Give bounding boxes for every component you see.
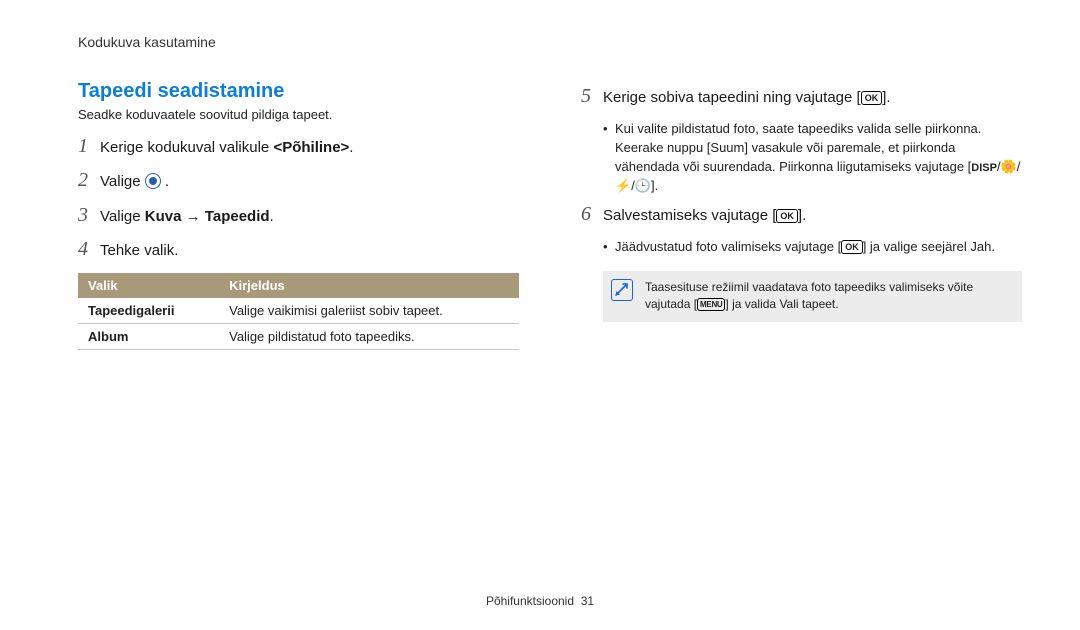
step: 2Valige .	[78, 170, 519, 192]
table-cell: Valige vaikimisi galeriist sobiv tapeet.	[219, 298, 519, 324]
step-number: 6	[581, 204, 603, 224]
content-columns: Tapeedi seadistamine Seadke koduvaatele …	[78, 80, 1022, 350]
table-row: TapeedigaleriiValige vaikimisi galeriist…	[78, 298, 519, 324]
footer-page: 31	[581, 594, 594, 608]
left-column: Tapeedi seadistamine Seadke koduvaatele …	[78, 80, 519, 350]
note-box: Taasesituse režiimil vaadatava foto tape…	[603, 271, 1022, 322]
bullet-line: •Kui valite pildistatud foto, saate tape…	[603, 120, 1022, 195]
note-text: Taasesituse režiimil vaadatava foto tape…	[645, 279, 1010, 314]
timer-icon: 🕒	[635, 178, 651, 193]
step: 1Kerige kodukuval valikule <Põhiline>.	[78, 136, 519, 158]
running-header: Kodukuva kasutamine	[78, 34, 1022, 50]
right-column: 5Kerige sobiva tapeedini ning vajutage […	[581, 80, 1022, 350]
page-footer: Põhifunktsioonid 31	[0, 594, 1080, 608]
bullet-text: Jäädvustatud foto valimiseks vajutage [O…	[615, 238, 995, 257]
step: 5Kerige sobiva tapeedini ning vajutage […	[581, 86, 1022, 108]
macro-icon: 🌼	[1001, 159, 1017, 174]
table-header: Kirjeldus	[219, 273, 519, 298]
step-number: 5	[581, 86, 603, 106]
step-text: Salvestamiseks vajutage [OK].	[603, 206, 1022, 226]
bullet-block: •Jäädvustatud foto valimiseks vajutage […	[603, 238, 1022, 257]
disp-icon: DISP	[971, 161, 997, 177]
table-cell: Valige pildistatud foto tapeediks.	[219, 324, 519, 350]
table-cell: Tapeedigalerii	[78, 298, 219, 324]
bullet-text: Kui valite pildistatud foto, saate tapee…	[615, 120, 1022, 195]
step-text: Valige .	[100, 172, 519, 192]
step-text: Valige Kuva → Tapeedid.	[100, 207, 519, 227]
options-table: ValikKirjeldus TapeedigaleriiValige vaik…	[78, 273, 519, 350]
table-header: Valik	[78, 273, 219, 298]
bullet-block: •Kui valite pildistatud foto, saate tape…	[603, 120, 1022, 195]
step-number: 3	[78, 205, 100, 225]
bullet-dot: •	[603, 238, 615, 257]
section-title: Tapeedi seadistamine	[78, 80, 519, 103]
ok-icon: OK	[841, 240, 863, 254]
ok-icon: OK	[776, 209, 798, 223]
note-icon	[611, 279, 633, 301]
step-number: 4	[78, 239, 100, 259]
manual-page: Kodukuva kasutamine Tapeedi seadistamine…	[0, 0, 1080, 630]
table-cell: Album	[78, 324, 219, 350]
menu-icon: MENU	[697, 298, 725, 311]
step-text: Tehke valik.	[100, 241, 519, 261]
step-number: 1	[78, 136, 100, 156]
step: 4Tehke valik.	[78, 239, 519, 261]
footer-label: Põhifunktsioonid	[486, 594, 574, 608]
step-text: Kerige sobiva tapeedini ning vajutage [O…	[603, 88, 1022, 108]
target-icon	[145, 173, 161, 189]
bullet-line: •Jäädvustatud foto valimiseks vajutage […	[603, 238, 1022, 257]
bullet-dot: •	[603, 120, 615, 195]
flash-icon: ⚡	[615, 178, 631, 193]
step-text: Kerige kodukuval valikule <Põhiline>.	[100, 138, 519, 158]
step-number: 2	[78, 170, 100, 190]
step: 6Salvestamiseks vajutage [OK].	[581, 204, 1022, 226]
table-row: AlbumValige pildistatud foto tapeediks.	[78, 324, 519, 350]
ok-icon: OK	[861, 91, 883, 105]
step: 3Valige Kuva → Tapeedid.	[78, 205, 519, 227]
section-subtitle: Seadke koduvaatele soovitud pildiga tape…	[78, 107, 519, 122]
